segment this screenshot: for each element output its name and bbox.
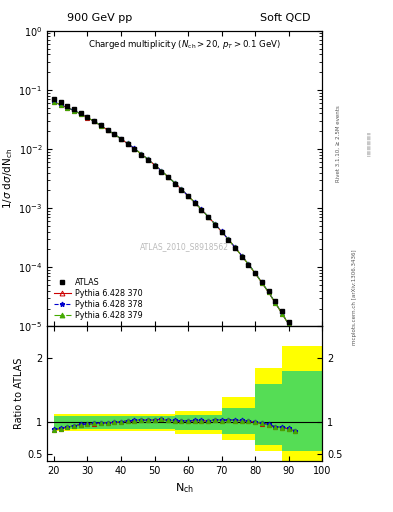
Y-axis label: 1/$\sigma$ d$\sigma$/dN$_{\rm ch}$: 1/$\sigma$ d$\sigma$/dN$_{\rm ch}$ bbox=[2, 148, 15, 209]
Text: ||||||||||||||||||||: |||||||||||||||||||| bbox=[367, 131, 371, 156]
X-axis label: N$_{\rm ch}$: N$_{\rm ch}$ bbox=[175, 481, 194, 495]
Text: Charged multiplicity ($N_{\rm ch}$$>$20, $p_T$$>$0.1 GeV): Charged multiplicity ($N_{\rm ch}$$>$20,… bbox=[88, 38, 281, 51]
Legend: ATLAS, Pythia 6.428 370, Pythia 6.428 378, Pythia 6.428 379: ATLAS, Pythia 6.428 370, Pythia 6.428 37… bbox=[51, 275, 145, 323]
Text: Rivet 3.1.10, ≥ 2.5M events: Rivet 3.1.10, ≥ 2.5M events bbox=[336, 105, 341, 182]
Text: Soft QCD: Soft QCD bbox=[260, 13, 310, 23]
Text: 900 GeV pp: 900 GeV pp bbox=[67, 13, 132, 23]
Text: mcplots.cern.ch [arXiv:1306.3436]: mcplots.cern.ch [arXiv:1306.3436] bbox=[352, 249, 357, 345]
Text: ATLAS_2010_S8918562: ATLAS_2010_S8918562 bbox=[140, 242, 229, 251]
Y-axis label: Ratio to ATLAS: Ratio to ATLAS bbox=[14, 358, 24, 429]
